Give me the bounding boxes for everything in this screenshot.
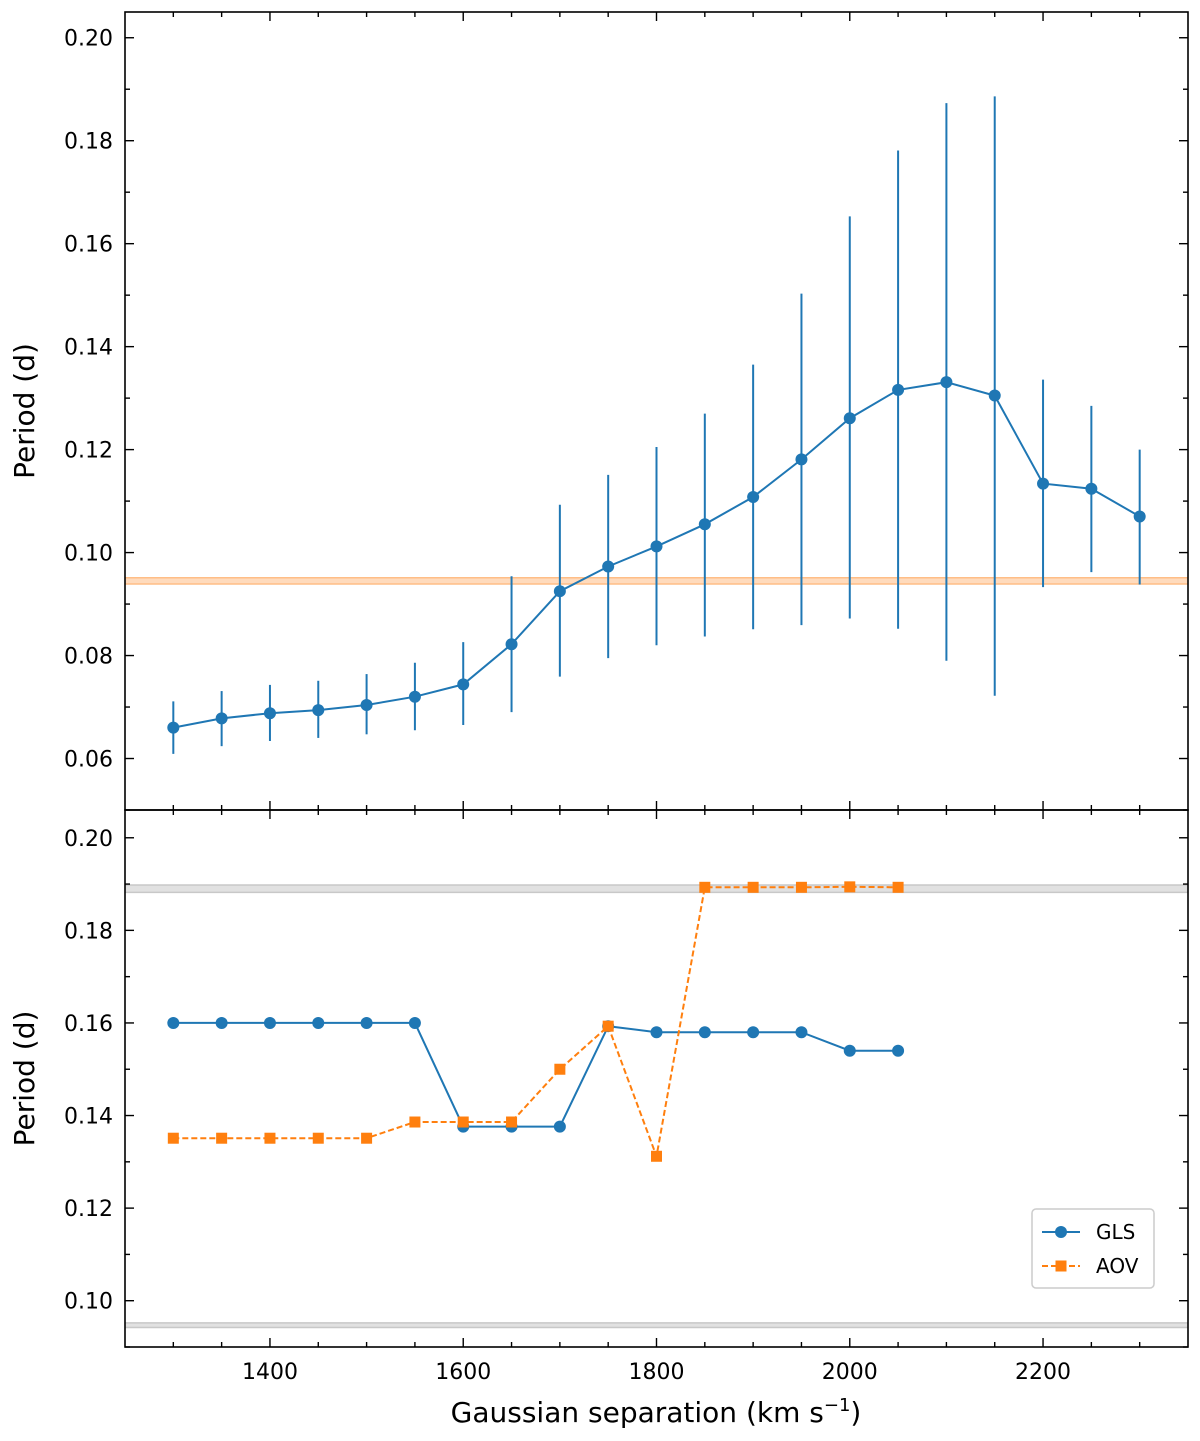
data-point bbox=[167, 721, 180, 734]
y-tick-label: 0.12 bbox=[64, 439, 113, 464]
data-point bbox=[506, 1116, 518, 1128]
data-point bbox=[650, 540, 663, 553]
data-point bbox=[360, 1016, 373, 1029]
y-tick-label: 0.10 bbox=[64, 1290, 113, 1315]
data-point bbox=[844, 881, 856, 893]
data-point bbox=[843, 412, 856, 425]
data-point bbox=[167, 1016, 180, 1029]
y-tick-label: 0.20 bbox=[64, 827, 113, 852]
y-tick-label: 0.18 bbox=[64, 919, 113, 944]
data-point bbox=[215, 712, 228, 725]
y-tick-label: 0.14 bbox=[64, 336, 113, 361]
data-point bbox=[361, 1132, 373, 1144]
y-tick-label: 0.10 bbox=[64, 542, 113, 567]
data-point bbox=[505, 638, 518, 651]
y-tick-label: 0.06 bbox=[64, 748, 113, 773]
data-point bbox=[312, 1132, 324, 1144]
data-point bbox=[216, 1132, 228, 1144]
legend-label-aov: AOV bbox=[1096, 1254, 1139, 1278]
data-point bbox=[215, 1016, 228, 1029]
x-axis-title: Gaussian separation (km s−1) bbox=[451, 1395, 862, 1429]
data-point bbox=[747, 490, 760, 503]
data-point bbox=[457, 678, 470, 691]
x-axis-title-sup: −1 bbox=[824, 1395, 851, 1416]
data-point bbox=[892, 383, 905, 396]
series-gls bbox=[167, 96, 1146, 754]
data-point bbox=[698, 518, 711, 531]
data-point bbox=[747, 1026, 760, 1039]
data-point bbox=[264, 1132, 276, 1144]
data-point bbox=[795, 881, 807, 893]
data-point bbox=[892, 1044, 905, 1057]
legend-marker-aov bbox=[1055, 1260, 1067, 1272]
legend-label-gls: GLS bbox=[1096, 1220, 1135, 1244]
data-point bbox=[312, 1016, 325, 1029]
data-point bbox=[602, 560, 615, 573]
y-tick-label: 0.08 bbox=[64, 645, 113, 670]
x-tick-label: 2000 bbox=[822, 1360, 878, 1385]
axes-frame bbox=[124, 11, 1189, 811]
x-tick-label: 1800 bbox=[629, 1360, 685, 1385]
x-tick-label: 2200 bbox=[1015, 1360, 1071, 1385]
data-point bbox=[940, 376, 953, 389]
data-point bbox=[553, 585, 566, 598]
data-point bbox=[167, 1132, 179, 1144]
legend-marker-gls bbox=[1055, 1226, 1067, 1238]
y-axis-title: Period (d) bbox=[8, 343, 41, 479]
data-point bbox=[409, 1116, 421, 1128]
y-tick-label: 0.16 bbox=[64, 1012, 113, 1037]
y-axis-title: Period (d) bbox=[8, 1011, 41, 1147]
data-point bbox=[1133, 510, 1146, 523]
reference-band-1 bbox=[125, 1322, 1188, 1328]
data-point bbox=[312, 704, 325, 717]
data-point bbox=[408, 690, 421, 703]
data-point bbox=[263, 1016, 276, 1029]
data-point bbox=[650, 1026, 663, 1039]
series-gls bbox=[167, 1016, 905, 1133]
data-point bbox=[988, 389, 1001, 402]
data-point bbox=[553, 1120, 566, 1133]
y-tick-label: 0.18 bbox=[64, 130, 113, 155]
x-tick-label: 1600 bbox=[435, 1360, 491, 1385]
x-tick-label: 1400 bbox=[242, 1360, 298, 1385]
series-line-gls bbox=[173, 1021, 899, 1128]
series-aov bbox=[167, 881, 904, 1162]
x-axis-title-main: Gaussian separation (km s bbox=[451, 1396, 824, 1429]
bottom-panel: 1400 1600 1800 2000 2200 0.10 0.12 0.14 0.16 0.18… bbox=[8, 809, 1189, 1385]
data-point bbox=[699, 881, 711, 893]
y-tick-label: 0.20 bbox=[64, 27, 113, 52]
data-point bbox=[698, 1026, 711, 1039]
data-point bbox=[408, 1016, 421, 1029]
legend: GLS AOV bbox=[1031, 1208, 1155, 1289]
series-line-aov bbox=[173, 885, 899, 1161]
data-point bbox=[795, 1026, 808, 1039]
x-axis-title-end: ) bbox=[850, 1396, 861, 1429]
data-point bbox=[1037, 477, 1050, 490]
y-tick-label: 0.14 bbox=[64, 1105, 113, 1130]
data-point bbox=[360, 698, 373, 711]
data-point bbox=[892, 881, 904, 893]
top-panel: 0.06 0.08 0.10 0.12 0.14 0.16 0.18 0.20 Period (… bbox=[8, 11, 1189, 811]
y-tick-label: 0.12 bbox=[64, 1197, 113, 1222]
y-tick-label: 0.16 bbox=[64, 233, 113, 258]
data-point bbox=[457, 1116, 469, 1128]
data-point bbox=[843, 1044, 856, 1057]
data-point bbox=[554, 1063, 566, 1075]
data-point bbox=[263, 707, 276, 720]
data-point bbox=[795, 453, 808, 466]
data-point bbox=[1085, 482, 1098, 495]
data-point bbox=[651, 1150, 662, 1162]
reference-band-0 bbox=[125, 884, 1188, 893]
data-point bbox=[747, 881, 759, 893]
data-point bbox=[602, 1020, 614, 1032]
